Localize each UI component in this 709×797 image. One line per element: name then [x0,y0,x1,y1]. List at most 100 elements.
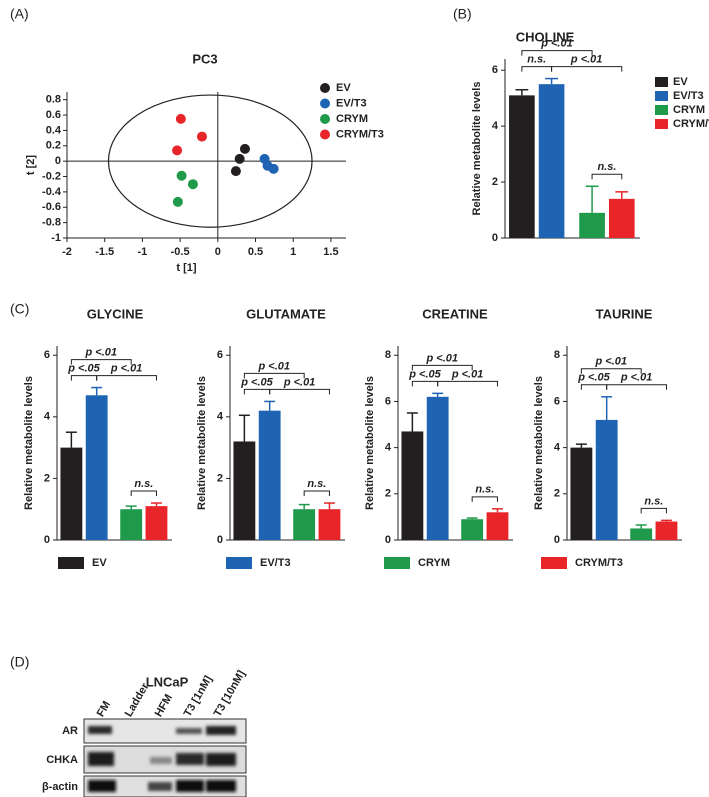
bar [461,519,484,540]
row-label: β-actin [42,781,78,793]
bar [85,395,108,540]
legend-label: EV [336,82,351,94]
legend-label: CRYM/T3 [575,557,623,569]
y-tick-label: 4 [385,442,392,454]
y-tick-label: -1 [51,232,61,244]
lane-label: Ladder [123,681,152,719]
lane-label: T3 [10nM] [212,668,248,719]
y-tick-label: 6 [554,395,560,407]
y-tick-label: 2 [217,472,223,484]
y-tick-label: 0 [385,534,391,546]
western-blot: (D) LNCaP FM Ladder HFM T3 [1nM] T3 [10n… [10,654,248,797]
legend-label: CRYM [418,557,450,569]
bracket-label: p <.01 [620,372,653,384]
bracket-line [521,50,593,56]
bracket-label: n.s. [475,484,494,496]
y-tick-label: 4 [44,411,51,423]
legend-swatch [655,77,668,87]
bracket-label: n.s. [597,161,616,173]
band [176,753,204,765]
bracket-line [303,490,330,497]
legend-label: EV [673,76,688,88]
chart-title: PC3 [192,51,217,66]
bracket-line [411,364,473,371]
chart-title: GLYCINE [87,306,144,321]
bar [538,84,565,238]
point [172,196,183,207]
bar [258,410,281,540]
point [268,163,279,174]
band [206,780,236,792]
x-tick-label: 0.5 [248,246,263,258]
significance-bracket: p <.01 [411,352,473,371]
bracket-line [269,388,330,395]
bracket-line [591,173,623,180]
significance-bracket: n.s. [640,495,667,514]
bracket-line [243,372,305,379]
legend-label: EV/T3 [336,97,367,109]
x-tick-label: -0.5 [171,246,190,258]
bracket-label: p <.01 [451,368,484,380]
significance-bracket: p <.01 [521,37,593,56]
bracket-line [96,375,157,381]
significance-bracket: n.s. [130,478,157,497]
legend-marker [320,114,330,124]
bracket-line [580,384,608,390]
x-tick-label: 1 [290,246,296,258]
significance-bracket: p <.01 [551,53,623,72]
point [175,113,186,124]
bracket-line [70,375,98,381]
y-tick-label: 2 [554,488,560,500]
band [150,757,172,764]
significance-bracket: p <.01 [437,368,498,387]
point [196,131,207,142]
x-tick-label: 0 [215,246,221,258]
chart-title: CHOLINE [516,29,575,44]
bar [426,396,449,540]
y-tick-label: 0 [55,155,61,167]
significance-bracket: p <.01 [243,360,305,379]
legend-marker [320,129,330,140]
y-axis-label: Relative metabolite levels [196,376,208,510]
x-tick-label: -1.5 [95,246,114,258]
y-tick-label: 4 [492,120,499,132]
bracket-line [130,490,157,497]
chart-title: GLUTAMATE [246,306,326,321]
bracket-line [551,66,623,72]
bar [570,447,593,540]
bar [233,441,256,540]
significance-bracket: n.s. [303,478,330,497]
y-tick-label: 8 [385,349,391,361]
point [239,143,250,154]
band [176,728,202,734]
lane-label: FM [95,699,113,719]
bracket-label: p <.05 [67,362,100,374]
legend-label: CRYM/T3 [673,118,709,130]
bracket-line [70,359,132,365]
band [88,726,112,734]
y-axis-label: t [2] [25,155,37,176]
bracket-label: p <.01 [570,53,603,65]
significance-bracket: n.s. [471,484,498,502]
bar [293,509,316,540]
legend-swatch [655,91,668,101]
legend-label: EV/T3 [673,90,704,102]
significance-bracket: p <.01 [70,346,132,365]
bracket-line [243,388,271,395]
y-tick-label: 0 [217,534,223,546]
y-tick-label: 0 [492,232,498,244]
y-tick-label: 4 [217,411,224,423]
y-axis-label: Relative metabolite levels [533,376,545,510]
legend-swatch [58,557,84,569]
bracket-line [521,66,553,72]
y-tick-label: 6 [492,64,498,76]
bands [88,726,236,792]
x-tick-label: 1.5 [323,246,338,258]
confidence-ellipse [107,94,313,228]
bracket-label: p <.05 [408,368,441,380]
legend-swatch [226,557,252,569]
bracket-label: n.s. [307,478,326,490]
bracket-line [606,384,667,390]
y-axis-label: Relative metabolite levels [364,376,376,510]
y-tick-label: 2 [385,488,391,500]
